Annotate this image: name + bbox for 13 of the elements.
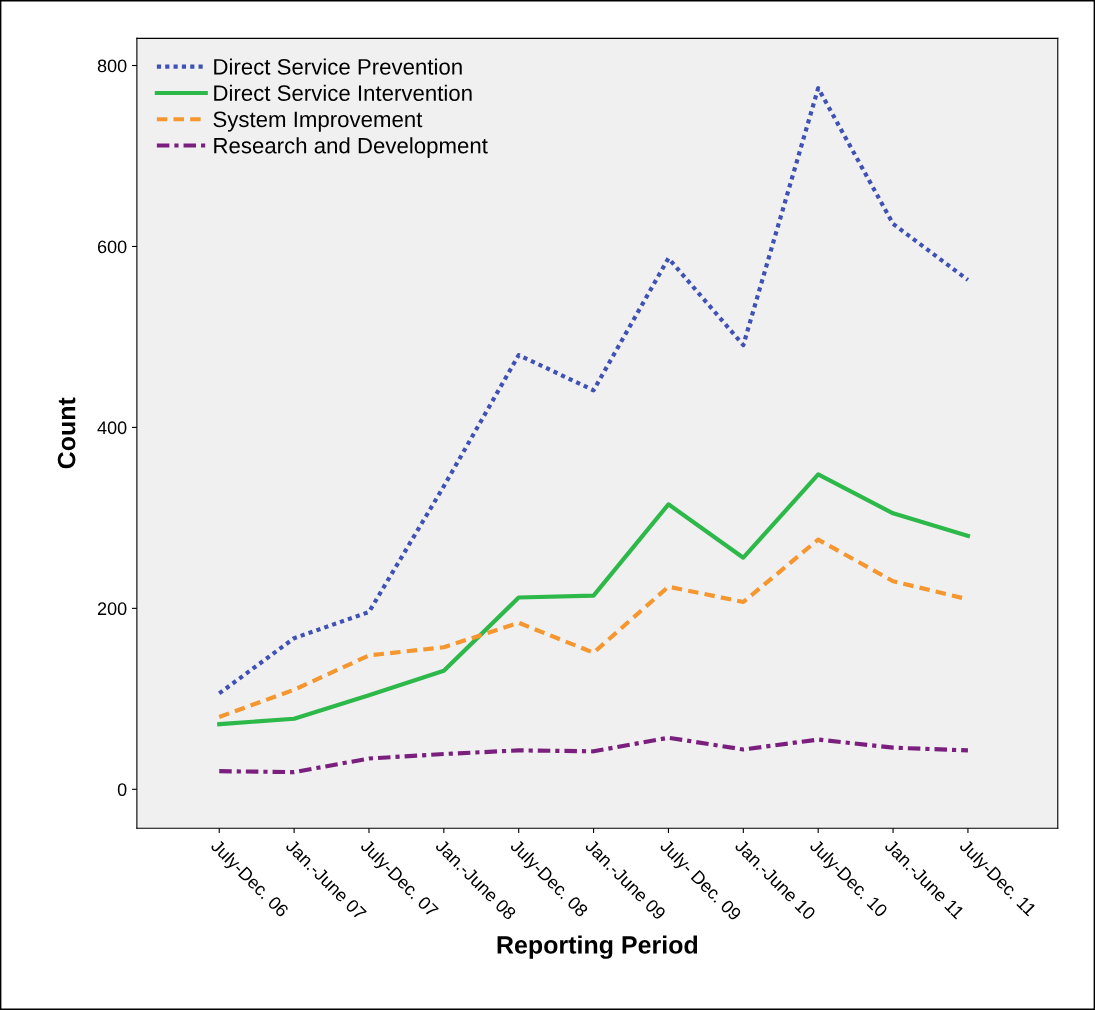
y-tick-label: 800 bbox=[97, 59, 127, 73]
legend-label: Direct Service Intervention bbox=[214, 84, 472, 101]
line-series bbox=[217, 735, 971, 775]
line-series bbox=[217, 472, 971, 727]
y-axis-title: Count bbox=[57, 397, 76, 469]
y-tick-label: 0 bbox=[117, 783, 127, 797]
y-tick-label: 600 bbox=[97, 240, 127, 254]
legend-label: Research and Development bbox=[214, 137, 488, 158]
y-tick-label: 400 bbox=[97, 421, 127, 435]
y-tick-label: 200 bbox=[97, 602, 127, 616]
legend-label: Direct Service Prevention bbox=[214, 58, 462, 75]
legend-label: System Improvement bbox=[213, 111, 423, 132]
x-axis-title: Reporting Period bbox=[497, 935, 698, 959]
